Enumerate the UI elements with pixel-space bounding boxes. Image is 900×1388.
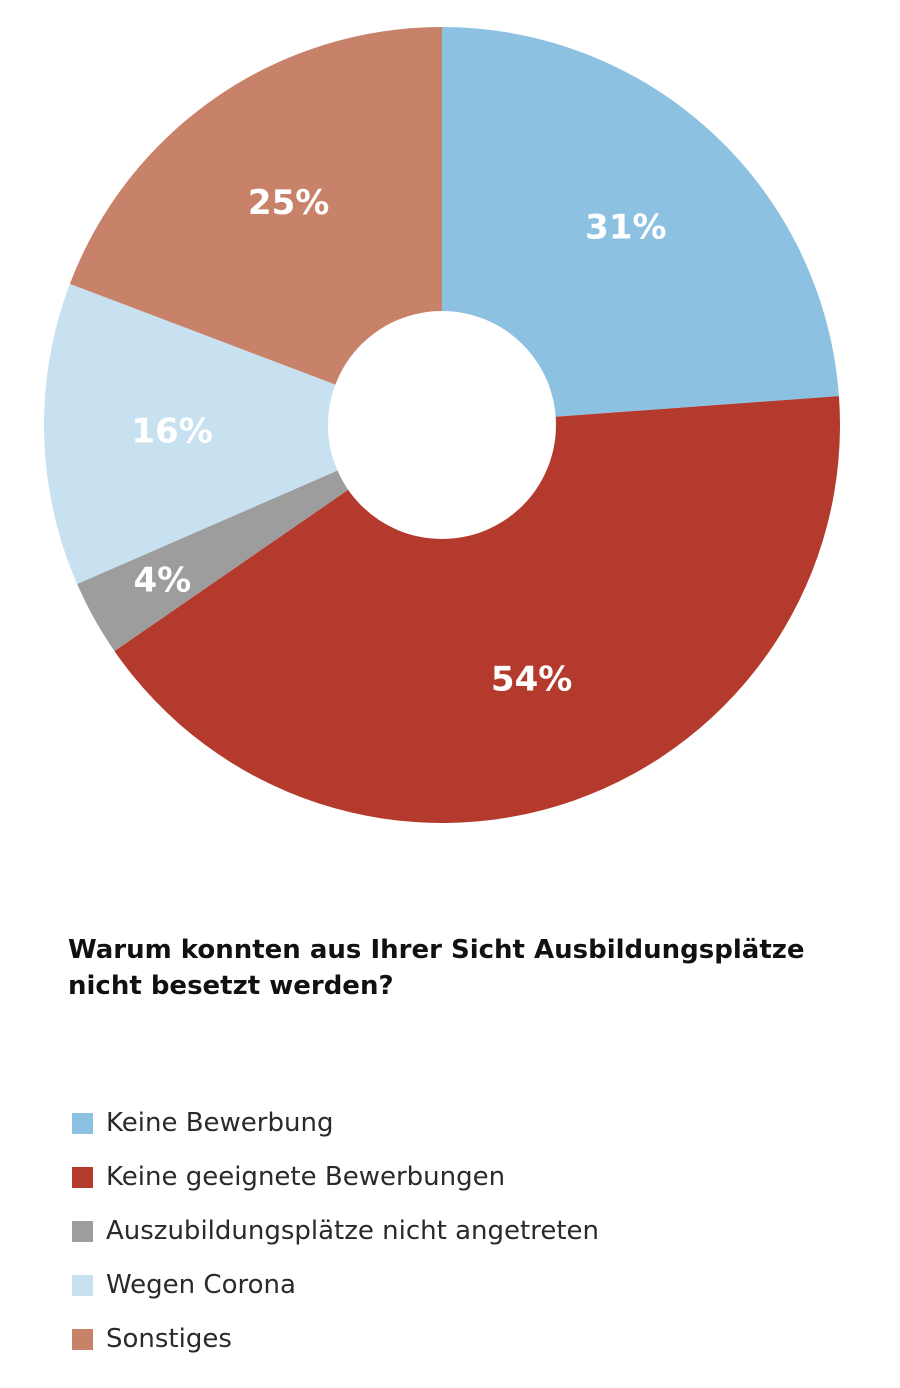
slice-value-label: 31% xyxy=(585,207,666,247)
legend-swatch xyxy=(72,1328,93,1350)
chart-title: Warum konnten aus Ihrer Sicht Ausbildung… xyxy=(68,935,805,1001)
legend-item: Keine Bewerbung xyxy=(72,1096,599,1150)
legend-swatch xyxy=(72,1112,93,1134)
legend-label: Keine Bewerbung xyxy=(106,1108,334,1138)
slice-keine-bewerbung xyxy=(442,27,839,425)
legend-label: Wegen Corona xyxy=(106,1270,296,1300)
slice-value-label: 54% xyxy=(491,660,572,700)
donut-chart-svg: 31% 54% 4% 16% 25% xyxy=(44,27,841,823)
donut-hole xyxy=(328,311,556,539)
donut-slices xyxy=(44,27,841,823)
legend-label: Sonstiges xyxy=(106,1324,232,1354)
legend-swatch xyxy=(72,1166,93,1188)
slice-sonstiges xyxy=(69,27,443,425)
slice-value-label: 4% xyxy=(133,561,191,601)
donut-chart: 31% 54% 4% 16% 25% xyxy=(44,27,841,823)
legend-swatch xyxy=(72,1274,93,1296)
slice-labels: 31% 54% 4% 16% 25% xyxy=(131,183,666,700)
legend-item: Sonstiges xyxy=(72,1312,599,1366)
legend: Keine Bewerbung Keine geeignete Bewerbung… xyxy=(72,1096,599,1366)
legend-item: Auszubildungsplätze nicht angetreten xyxy=(72,1204,599,1258)
slice-keine-geeignete-bewerbungen xyxy=(114,396,841,823)
legend-item: Wegen Corona xyxy=(72,1258,599,1312)
slice-value-label: 25% xyxy=(248,183,329,223)
legend-label: Keine geeignete Bewerbungen xyxy=(106,1162,506,1192)
legend-label: Auszubildungsplätze nicht angetreten xyxy=(106,1216,599,1246)
legend-item: Keine geeignete Bewerbungen xyxy=(72,1150,599,1204)
legend-swatch xyxy=(72,1220,93,1242)
slice-value-label: 16% xyxy=(131,412,212,452)
slice-wegen-corona xyxy=(44,283,443,584)
